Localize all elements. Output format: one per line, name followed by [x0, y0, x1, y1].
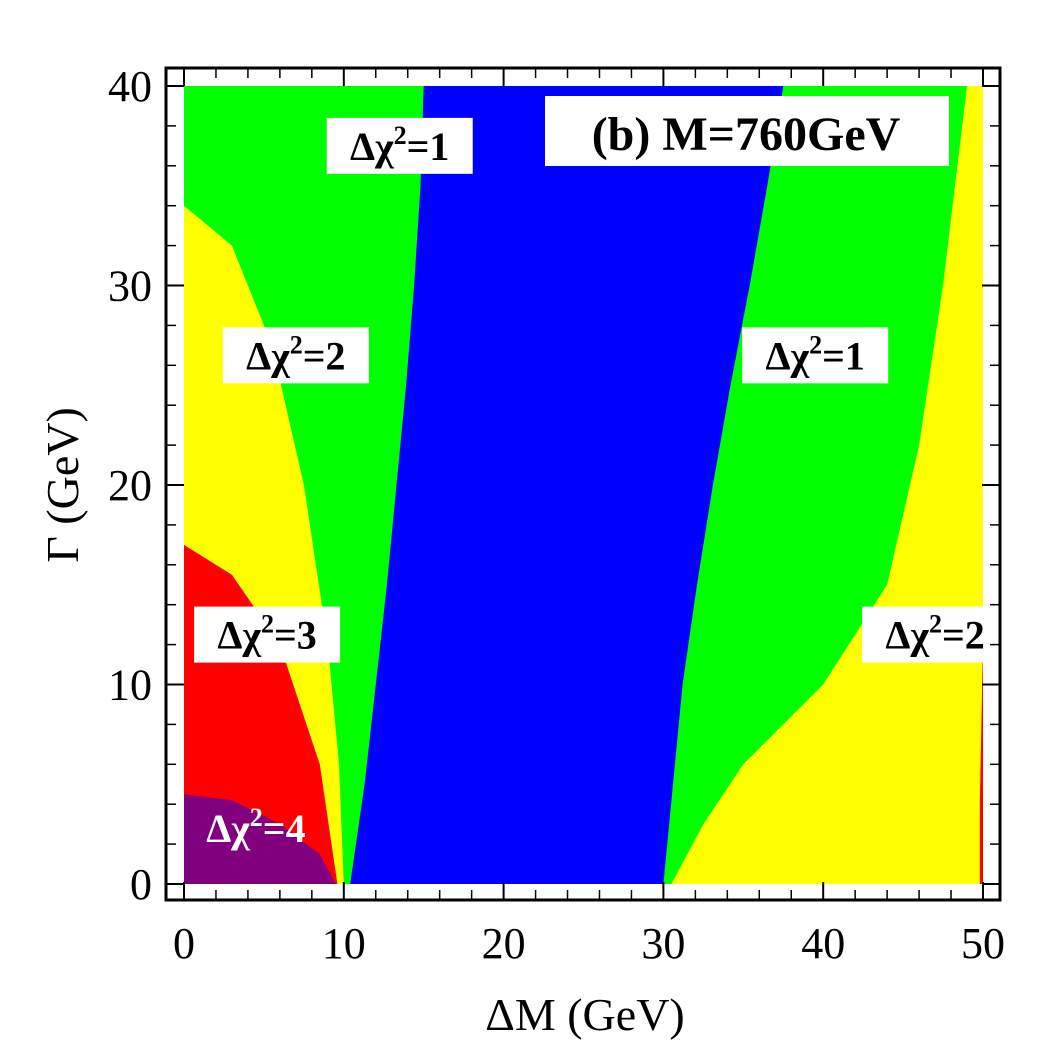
y-tick-label: 30 [108, 262, 152, 311]
y-tick-label: 10 [108, 661, 152, 710]
region-purple-left [184, 794, 336, 884]
axes: 0 10 20 30 40 50 0 10 20 30 40 [108, 62, 1005, 968]
y-axis-title: Γ (GeV) [37, 407, 88, 563]
region-label-background [194, 606, 341, 663]
region-label-background [742, 327, 889, 384]
plot-area [184, 86, 983, 884]
region-label-text: Δχ2=4 [206, 803, 305, 851]
region-label-5: Δχ2=3 [194, 606, 341, 663]
panel-title: (b) M=760GeV [592, 108, 901, 161]
x-tick-label: 20 [482, 919, 526, 968]
region-labels: Δχ2=1 Δχ2=1 Δχ2=2 Δχ2=2 Δχ2=3 Δχ2=4 [194, 117, 1009, 851]
region-red-right-edge [979, 644, 983, 884]
region-yellow-right [671, 86, 983, 884]
region-label-text: Δχ2=2 [885, 610, 984, 658]
region-label-background [862, 606, 1009, 663]
region-label-4: Δχ2=2 [862, 606, 1009, 663]
region-label-6: Δχ2=4 [206, 803, 305, 851]
region-label-background [222, 327, 369, 384]
region-label-text: Δχ2=1 [766, 330, 865, 378]
panel-title-background [545, 96, 949, 166]
region-label-2: Δχ2=1 [742, 327, 889, 384]
x-tick-label: 30 [641, 919, 685, 968]
x-tick-label: 0 [173, 919, 195, 968]
region-label-3: Δχ2=2 [222, 327, 369, 384]
region-label-background [326, 117, 473, 174]
x-tick-label: 10 [322, 919, 366, 968]
region-label-text: Δχ2=2 [246, 330, 345, 378]
x-tick-label: 50 [961, 919, 1005, 968]
y-tick-label: 20 [108, 461, 152, 510]
region-label-text: Δχ2=1 [350, 121, 449, 169]
y-tick-label: 0 [130, 860, 152, 909]
x-axis-title: ΔM (GeV) [485, 989, 684, 1040]
region-label-1: Δχ2=1 [326, 117, 473, 174]
region-label-text: Δχ2=3 [217, 610, 316, 658]
y-tick-label: 40 [108, 62, 152, 111]
x-tick-label: 40 [801, 919, 845, 968]
